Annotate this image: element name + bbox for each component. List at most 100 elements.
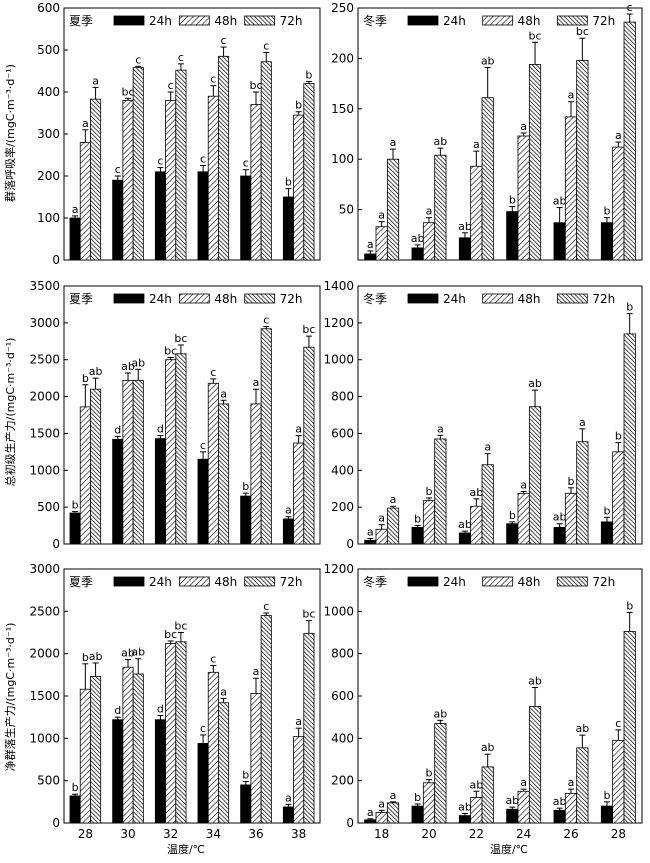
bar-48h [293, 736, 305, 824]
y-tick-label: 200 [37, 169, 60, 183]
plot-frame [357, 568, 643, 824]
significance-letter: bc [121, 85, 134, 98]
significance-letter: bc [164, 628, 177, 641]
bar-48h [422, 222, 436, 261]
bar-72h [90, 98, 102, 261]
bar-24h [506, 808, 519, 824]
y-tick-label: 1400 [323, 279, 354, 293]
significance-letter: a [72, 203, 79, 216]
significance-letter: b [82, 651, 89, 664]
season-label: 夏季 [69, 14, 93, 28]
bar-72h [90, 676, 102, 824]
bar-48h [375, 226, 388, 261]
significance-letter: a [82, 117, 89, 130]
significance-letter: c [135, 53, 141, 66]
significance-letter: ab [131, 356, 145, 369]
significance-letter: ab [481, 54, 495, 67]
bar-24h [364, 539, 377, 545]
bar-72h [576, 441, 589, 545]
y-tick-label: 0 [346, 816, 354, 830]
significance-letter: a [426, 205, 433, 218]
bar-72h [623, 21, 636, 261]
bar-48h [564, 792, 578, 824]
bar-48h [293, 442, 305, 545]
significance-letter: b [603, 789, 610, 802]
y-tick-label: 800 [331, 647, 354, 661]
significance-letter: c [157, 155, 163, 168]
bar-24h [600, 222, 614, 261]
bar-24h [154, 438, 166, 545]
significance-letter: c [615, 717, 621, 730]
significance-letter: a [378, 797, 385, 810]
bar-24h [600, 805, 614, 824]
significance-letter: ab [411, 232, 425, 245]
significance-letter: a [615, 129, 622, 142]
bar-48h [564, 492, 578, 545]
significance-letter: c [263, 600, 269, 613]
bar-72h [132, 67, 144, 261]
y-axis-label-middle: 总初级生产力/(mgC·m⁻³·d⁻¹) [3, 338, 17, 487]
y-axis-label-bottom: 净群落生产力/(mgC·m⁻³·d⁻¹) [3, 623, 17, 772]
significance-letter: b [626, 599, 633, 612]
y-tick-label: 0 [52, 816, 60, 830]
significance-letter: c [178, 51, 184, 64]
season-label: 冬季 [363, 13, 387, 28]
legend-label: 24h [443, 292, 466, 306]
bar-24h [197, 458, 209, 545]
bar-72h [481, 97, 494, 261]
significance-letter: b [626, 301, 633, 314]
significance-letter: b [568, 475, 575, 488]
significance-letter: a [568, 776, 575, 789]
significance-letter: c [263, 40, 269, 53]
legend-swatch-72h [244, 293, 276, 304]
significance-letter: a [367, 806, 374, 819]
significance-letter: a [220, 387, 227, 400]
y-tick-label: 800 [331, 390, 354, 404]
significance-letter: c [210, 73, 216, 86]
x-tick-label: 28 [78, 827, 93, 841]
y-tick-label: 200 [331, 774, 354, 788]
bar-24h [458, 532, 472, 545]
y-tick-label: 3000 [29, 316, 60, 330]
significance-letter: b [426, 767, 433, 780]
bar-24h [411, 247, 424, 261]
y-tick-label: 1500 [29, 689, 60, 703]
legend-label: 72h [592, 575, 615, 589]
bar-48h [207, 382, 219, 545]
legend-swatch-48h [178, 576, 210, 587]
significance-letter: a [253, 665, 260, 678]
y-tick-label: 200 [331, 500, 354, 514]
significance-letter: c [243, 157, 249, 170]
significance-letter: ab [528, 675, 542, 688]
bar-24h [506, 523, 519, 545]
bar-48h [122, 379, 134, 545]
bar-48h [375, 528, 388, 545]
bar-72h [481, 766, 494, 824]
y-tick-label: 1000 [29, 731, 60, 745]
bar-48h [517, 135, 530, 261]
legend-label: 48h [214, 292, 237, 306]
bar-48h [207, 95, 219, 261]
legend-swatch-48h [178, 15, 210, 26]
bar-24h [154, 171, 166, 261]
bar-48h [517, 492, 530, 545]
significance-letter: a [295, 715, 302, 728]
y-tick-label: 600 [331, 689, 354, 703]
legend-swatch-48h [178, 293, 210, 304]
significance-letter: b [72, 781, 79, 794]
bar-72h [218, 55, 230, 261]
significance-letter: c [627, 1, 633, 14]
bar-24h [600, 521, 614, 545]
legend-label: 72h [280, 14, 303, 28]
significance-letter: ab [505, 794, 519, 807]
significance-letter: c [221, 34, 227, 47]
legend-swatch-24h [407, 293, 439, 304]
significance-letter: ab [469, 778, 483, 791]
y-tick-label: 400 [37, 85, 60, 99]
bar-72h [303, 346, 315, 545]
bar-24h [240, 495, 252, 545]
y-tick-label: 2500 [29, 353, 60, 367]
significance-letter: a [473, 138, 480, 151]
bar-24h [364, 819, 377, 824]
bar-48h [612, 146, 625, 261]
